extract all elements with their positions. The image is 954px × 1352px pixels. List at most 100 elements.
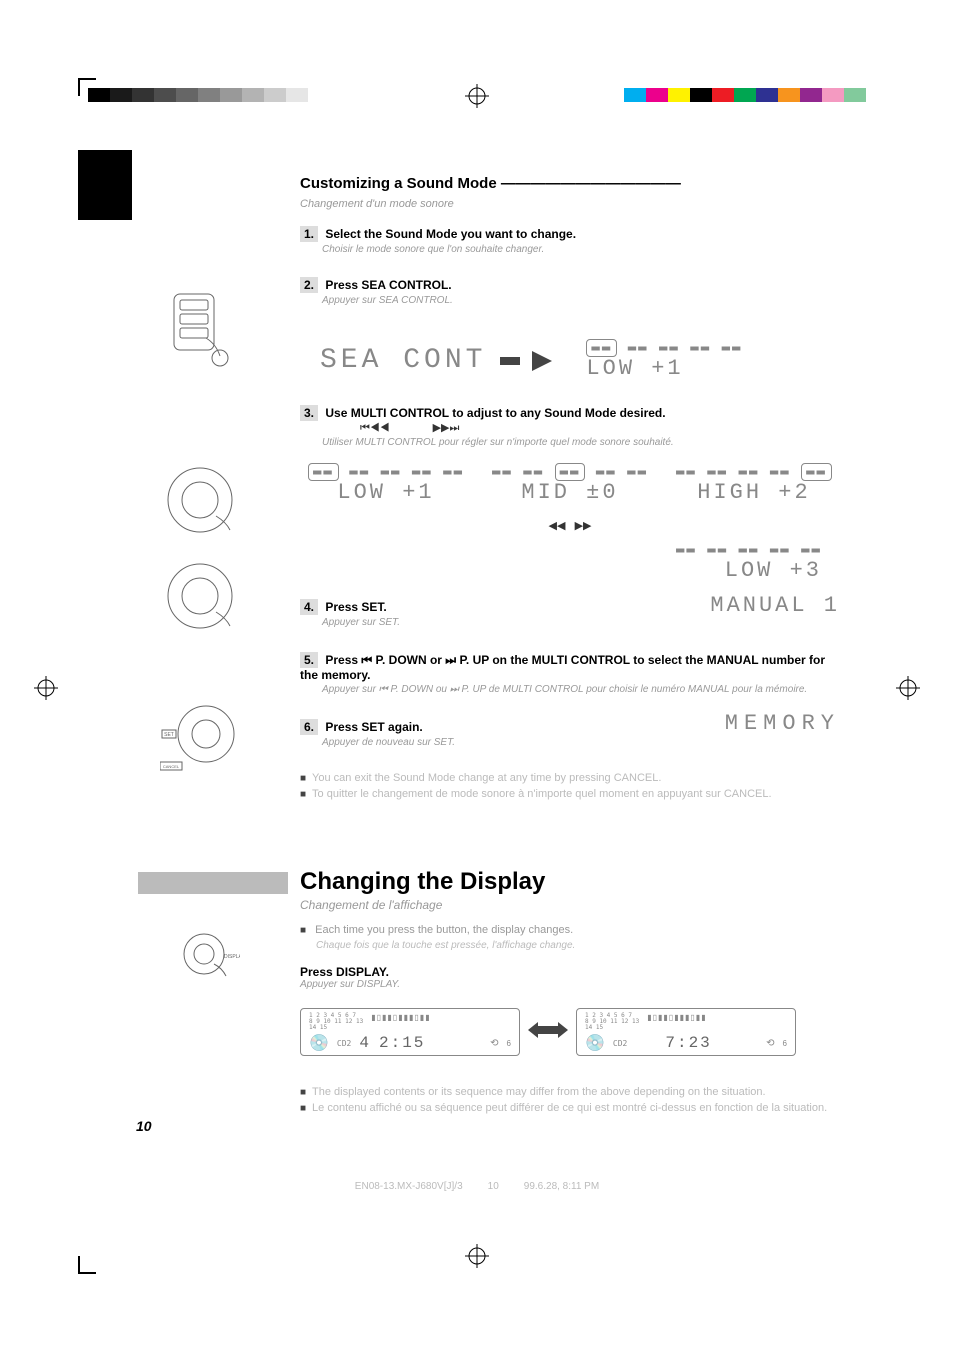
- step-subtext: Utiliser MULTI CONTROL pour régler sur n…: [322, 437, 840, 448]
- step-number: 6.: [300, 719, 318, 735]
- step-subtext: Appuyer sur SET.: [322, 617, 690, 628]
- crop-mark: [78, 1272, 96, 1274]
- lcd-eq-low2: ▬▬ ▬▬ ▬▬ ▬▬ ▬▬ LOW +1: [300, 460, 472, 509]
- display-note-text: Each time you press the button, the disp…: [315, 924, 573, 936]
- lcd-low3-text: LOW +3: [676, 558, 822, 583]
- panel-tracks: 1 2 3 4 5 6 7 8 9 10 11 12 13 14 15: [309, 1013, 363, 1031]
- step-5: 5. Press ⏮ P. DOWN or ⏭ P. UP on the MUL…: [300, 652, 840, 695]
- registration-mark-icon: [465, 84, 489, 108]
- svg-text:CANCEL: CANCEL: [163, 764, 180, 769]
- ch-icon: ⟲: [766, 1038, 774, 1049]
- eq-dashes: ▬▬ ▬▬ ▬▬ ▬▬ ▬▬: [676, 542, 822, 558]
- cd-label: CD2: [337, 1039, 351, 1048]
- registration-mark-icon: [896, 676, 920, 700]
- display-button-illustration-icon: DISPLAY: [180, 930, 240, 980]
- disc-icon: 💿: [309, 1033, 329, 1053]
- lcd-low-1: LOW +1: [586, 356, 742, 381]
- step-3: 3. Use MULTI CONTROL to adjust to any So…: [300, 405, 840, 448]
- lcd-panel-left: 1 2 3 4 5 6 7 8 9 10 11 12 13 14 15 ▮▯▮▮…: [300, 1008, 520, 1056]
- step-number: 4.: [300, 599, 318, 615]
- registration-mark-icon: [34, 676, 58, 700]
- rew-icon: ◀◀: [548, 520, 565, 532]
- svg-text:DISPLAY: DISPLAY: [224, 954, 240, 960]
- skip-back-icon: ⏮◀◀: [360, 422, 390, 434]
- lcd-eq-mid: ▬▬ ▬▬ ▬▬ ▬▬ ▬▬ MID ±0: [484, 460, 656, 509]
- cd-count: 6: [783, 1039, 787, 1048]
- step-text: Press ⏮ P. DOWN or ⏭ P. UP on the MULTI …: [300, 653, 825, 682]
- lcd-memory: MEMORY: [725, 711, 840, 736]
- panel-track: 4: [359, 1034, 371, 1052]
- remote-button-illustration-icon: [160, 288, 240, 368]
- display-note: Each time you press the button, the disp…: [300, 924, 840, 936]
- step-number: 1.: [300, 226, 318, 242]
- ch-icon: ⟲: [490, 1038, 498, 1049]
- step-subtext: Choisir le mode sonore que l'on souhaite…: [322, 244, 840, 255]
- note-bullet-fr: To quitter le changement de mode sonore …: [300, 788, 840, 800]
- step-1: 1. Select the Sound Mode you want to cha…: [300, 226, 840, 255]
- lcd-row-sea: SEA CONT ▬▬ ▬▬ ▬▬ ▬▬ ▬▬ LOW +1: [320, 336, 840, 385]
- arrow-right-icon: [532, 351, 552, 371]
- lcd-panels-row: 1 2 3 4 5 6 7 8 9 10 11 12 13 14 15 ▮▯▮▮…: [300, 1008, 840, 1056]
- panel-time: 2:15: [379, 1034, 425, 1052]
- registration-mark-icon: [465, 1244, 489, 1268]
- ff-icon: ▶▶: [575, 520, 592, 532]
- disc-icon: 💿: [585, 1033, 605, 1053]
- color-calibration-bar: [624, 88, 866, 102]
- bottom-note: The displayed contents or its sequence m…: [300, 1086, 840, 1098]
- svg-text:SET: SET: [164, 732, 174, 738]
- section-title: Customizing a Sound Mode ————————————: [300, 175, 840, 192]
- note-bullet: You can exit the Sound Mode change at an…: [300, 772, 840, 784]
- panel-tracks: 1 2 3 4 5 6 7 8 9 10 11 12 13 14 15: [585, 1013, 639, 1031]
- changing-display-title: Changing the Display: [300, 868, 545, 896]
- press-display-label: Press DISPLAY.: [300, 965, 840, 979]
- jog-dial-illustration-icon: [160, 556, 240, 636]
- panel-time: 7:23: [665, 1034, 711, 1052]
- changing-display-subtitle: Changement de l'affichage: [300, 898, 442, 912]
- step-text: Press SEA CONTROL.: [325, 278, 451, 292]
- step-number: 5.: [300, 652, 318, 668]
- footer-stamp: 99.6.28, 8:11 PM: [524, 1181, 599, 1192]
- grayscale-calibration-bar: [88, 88, 308, 102]
- rew-ff-row: ◀◀ ▶▶: [300, 519, 840, 532]
- skip-icons-row: ⏮◀◀ ▶▶⏭: [340, 421, 840, 435]
- lcd-high-text: HIGH +2: [676, 480, 832, 505]
- section-subtitle-fr: Changement d'un mode sonore: [300, 198, 840, 210]
- step-text: Use MULTI CONTROL to adjust to any Sound…: [325, 406, 665, 420]
- lcd-eq-high: ▬▬ ▬▬ ▬▬ ▬▬ ▬▬ HIGH +2: [668, 460, 840, 509]
- lcd-mid-text: MID ±0: [492, 480, 648, 505]
- jog-dial-illustration-icon: [160, 460, 240, 540]
- footer-meta: EN08-13.MX-J680V[J]/3 10 99.6.28, 8:11 P…: [0, 1181, 954, 1192]
- lcd-eq-low: ▬▬ ▬▬ ▬▬ ▬▬ ▬▬ LOW +1: [578, 336, 750, 385]
- lcd-low3-block: ▬▬ ▬▬ ▬▬ ▬▬ ▬▬ LOW +3: [300, 538, 830, 587]
- lcd-low-text: LOW +1: [308, 480, 464, 505]
- lcd-panel-right: 1 2 3 4 5 6 7 8 9 10 11 12 13 14 15 ▮▯▮▮…: [576, 1008, 796, 1056]
- step-text: Press SET.: [325, 600, 386, 614]
- step-number: 3.: [300, 405, 318, 421]
- step-6: 6. Press SET again. Appuyer de nouveau s…: [300, 719, 705, 748]
- step-4: 4. Press SET. Appuyer sur SET.: [300, 599, 690, 628]
- section-title-text: Customizing a Sound Mode: [300, 175, 497, 192]
- lcd-manual: MANUAL 1: [710, 593, 840, 618]
- step-subtext: Appuyer sur SEA CONTROL.: [322, 295, 840, 306]
- skip-fwd-icon: ▶▶⏭: [433, 422, 460, 434]
- double-arrow-icon: [528, 1020, 568, 1045]
- page-number: 10: [136, 1118, 152, 1134]
- step-2: 2. Press SEA CONTROL. Appuyer sur SEA CO…: [300, 277, 840, 306]
- eq-highlight-low: ▬▬: [586, 339, 617, 357]
- display-note-fr: Chaque fois que la touche est pressée, l…: [316, 940, 840, 951]
- arrow-stem: [500, 357, 520, 365]
- bottom-note-fr: Le contenu affiché ou sa séquence peut d…: [300, 1102, 840, 1114]
- footer-file: EN08-13.MX-J680V[J]/3: [355, 1181, 463, 1192]
- step-text: Select the Sound Mode you want to change…: [325, 227, 576, 241]
- lcd-sea-cont: SEA CONT: [320, 345, 486, 376]
- eq-bars-icon: ▮▯▮▮▯▮▮▮▯▮▮: [371, 1013, 430, 1031]
- crop-mark: [78, 1256, 80, 1274]
- eq-bars-icon: ▮▯▮▮▯▮▮▮▯▮▮: [647, 1013, 706, 1031]
- crop-mark: [78, 78, 96, 80]
- lcd-row-low-mid-high: ▬▬ ▬▬ ▬▬ ▬▬ ▬▬ LOW +1 ▬▬ ▬▬ ▬▬ ▬▬ ▬▬ MID…: [300, 460, 840, 509]
- step-number: 2.: [300, 277, 318, 293]
- section-title-rule: ————————————: [501, 175, 681, 192]
- press-display-sub: Appuyer sur DISPLAY.: [300, 979, 840, 990]
- cd-label: CD2: [613, 1039, 627, 1048]
- step-subtext: Appuyer de nouveau sur SET.: [322, 737, 705, 748]
